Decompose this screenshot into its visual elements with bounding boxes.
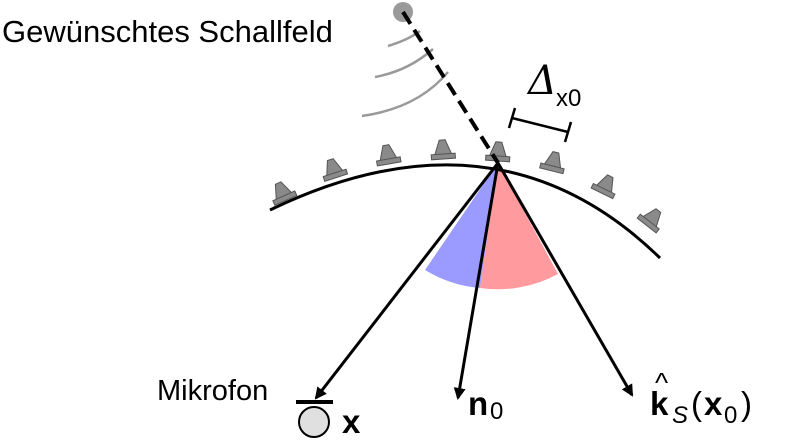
propagation-direction-label: ^ k S ( x 0 ) [650,367,752,429]
microphone-vector-arrow [314,162,500,400]
k-subscript: S [672,402,688,429]
spacing-symbol: Δ [526,58,557,104]
title-label: Gewünschtes Schallfeld [2,14,333,49]
loudspeaker-array-arc [269,163,662,260]
normal-vector-arrow [453,162,500,400]
angle-sector-red [480,163,558,290]
loudspeaker-icon [590,174,616,200]
wavefront-arc [361,71,449,118]
k-arg-x: x [704,385,723,422]
k-arg-open: ( [691,385,702,422]
normal-vector-label: n 0 [468,385,503,425]
loudspeaker-icon [272,181,298,206]
k-symbol: k [650,385,669,422]
spacing-bracket [507,107,573,143]
microphone-icon [298,406,330,438]
k-arg-subscript: 0 [724,402,737,429]
wavefronts [361,29,449,118]
wavefront-arc [374,48,434,79]
loudspeaker-array [272,139,662,234]
spacing-subscript: x0 [556,85,581,112]
microphone-label: Mikrofon [157,375,268,407]
k-arg-close: ) [741,385,752,422]
angle-sector-blue [425,163,498,288]
loudspeaker-icon [375,144,402,167]
mic-vector-label: x [342,403,361,440]
loudspeaker-icon [430,139,456,161]
loudspeaker-icon [539,151,565,175]
normal-symbol: n [468,385,488,422]
normal-subscript: 0 [490,398,503,425]
k-hat: ^ [655,367,668,398]
loudspeaker-icon [485,141,511,163]
spacing-label: Δ x0 [526,58,581,112]
vectors [314,162,634,400]
loudspeaker-icon [322,158,349,182]
loudspeaker-icon [636,208,662,234]
propagation-line [401,10,500,165]
propagation-vector-arrow [496,162,634,397]
